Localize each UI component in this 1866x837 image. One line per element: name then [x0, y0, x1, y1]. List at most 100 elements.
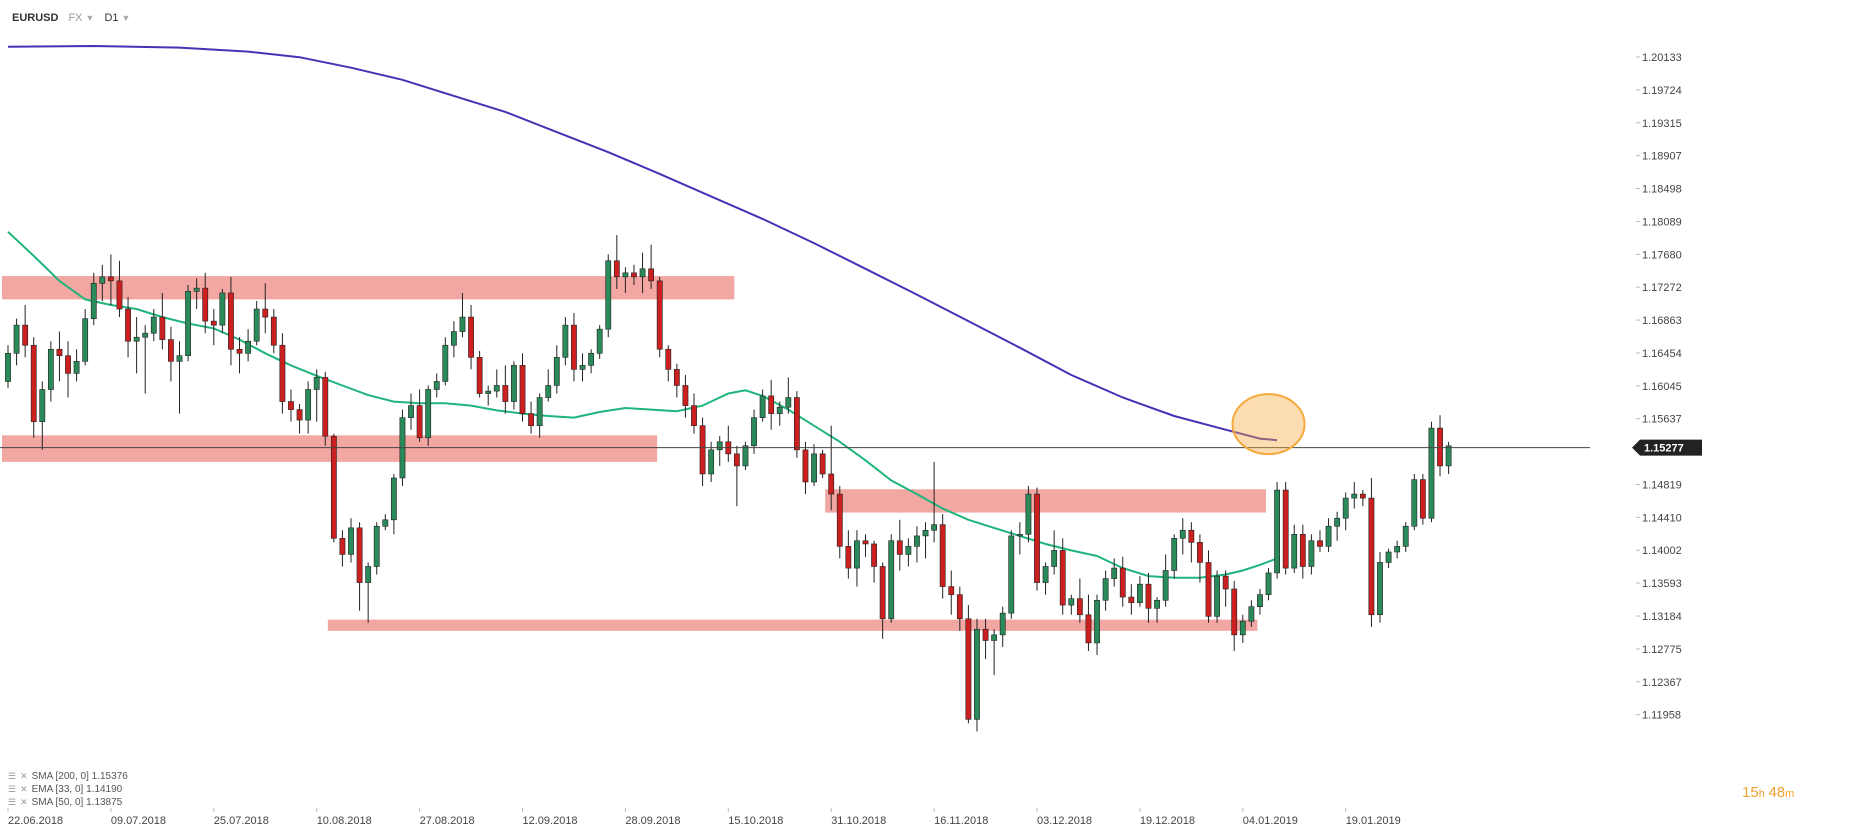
candle-body: [133, 336, 140, 342]
candle-body: [536, 397, 543, 426]
candle-body: [245, 340, 251, 354]
overlay-layer: 1.15277: [0, 393, 1702, 456]
market-dropdown[interactable]: FX ▼: [68, 12, 94, 24]
symbol-label[interactable]: EURUSD: [12, 12, 59, 24]
candle: [588, 349, 594, 374]
legend-ema33[interactable]: ☰ ✕ EMA [33, 0] 1.14190: [8, 783, 128, 796]
candle: [262, 283, 269, 334]
candle-body: [948, 586, 955, 595]
candle: [819, 449, 826, 478]
x-tick-label: 27.08.2018: [420, 815, 475, 827]
candle: [382, 514, 389, 531]
candle-body: [1419, 479, 1426, 519]
candle: [691, 393, 697, 434]
candle-body: [108, 276, 114, 282]
candle-body: [322, 377, 329, 437]
menu-icon: ☰: [8, 784, 17, 794]
candle: [219, 288, 226, 334]
candle-body: [433, 381, 440, 390]
candle: [1197, 534, 1203, 583]
candle-body: [982, 628, 989, 641]
candle-body: [836, 493, 843, 547]
candle: [879, 562, 886, 639]
candle: [1402, 522, 1409, 552]
candle-body: [1188, 529, 1195, 543]
candle: [759, 389, 766, 422]
candle-body: [819, 453, 826, 475]
candle: [1214, 570, 1220, 623]
candle-body: [1308, 540, 1315, 567]
candle-body: [776, 406, 783, 414]
candle: [811, 444, 817, 487]
candle-body: [1008, 535, 1015, 614]
x-tick-label: 31.10.2018: [831, 815, 886, 827]
candle: [1111, 558, 1118, 587]
candle-body: [65, 355, 71, 374]
legend-sma200[interactable]: ☰ ✕ SMA [200, 0] 1.15376: [8, 770, 128, 783]
candle-body: [1016, 533, 1023, 537]
close-icon[interactable]: ✕: [20, 771, 28, 781]
candle-body: [1025, 493, 1032, 535]
candle: [571, 313, 577, 382]
candle-body: [862, 540, 869, 545]
y-tick-label: 1.13593: [1642, 578, 1682, 590]
candle-body: [408, 405, 414, 418]
candle: [47, 341, 54, 402]
y-tick-label: 1.19724: [1642, 85, 1682, 97]
candle-body: [1342, 497, 1349, 519]
candle: [82, 309, 89, 366]
candle: [228, 276, 234, 366]
candle: [1445, 441, 1452, 474]
candle-body: [1214, 575, 1220, 617]
candle: [279, 333, 286, 414]
candle: [699, 417, 706, 487]
candle-body: [1222, 575, 1229, 590]
candle-body: [588, 352, 594, 366]
candle: [202, 272, 209, 334]
candle: [330, 433, 337, 543]
y-tick-label: 1.12367: [1642, 677, 1682, 689]
current-price-tag: [1632, 439, 1702, 456]
candle-body: [699, 425, 706, 475]
x-tick-label: 04.01.2019: [1243, 815, 1298, 827]
close-icon[interactable]: ✕: [20, 797, 28, 807]
candle: [1265, 568, 1272, 601]
timeframe-label: D1: [104, 12, 119, 24]
candle: [1008, 530, 1015, 619]
candle: [142, 325, 149, 394]
candle: [733, 445, 740, 507]
y-tick-label: 1.13184: [1642, 611, 1682, 623]
candle-body: [1248, 606, 1255, 622]
timeframe-dropdown[interactable]: D1 ▼: [104, 12, 130, 24]
highlight-circle: [1231, 393, 1306, 456]
candle-body: [896, 540, 903, 555]
current-price-label: 1.15277: [1644, 443, 1684, 455]
candle: [1042, 562, 1049, 595]
close-icon[interactable]: ✕: [20, 784, 28, 794]
candle-body: [459, 316, 466, 332]
candle-body: [262, 308, 269, 318]
legend-sma50[interactable]: ☰ ✕ SMA [50, 0] 1.13875: [8, 796, 128, 809]
candle-body: [1179, 529, 1186, 539]
legend-label: SMA [50, 0] 1.13875: [31, 797, 123, 808]
legend-label: SMA [200, 0] 1.15376: [31, 771, 128, 782]
candle-body: [22, 324, 29, 346]
candle: [888, 534, 895, 623]
candle: [1094, 594, 1100, 655]
candle: [1239, 614, 1246, 643]
candle-body: [562, 324, 569, 358]
candle-body: [914, 535, 920, 547]
candle: [468, 305, 474, 370]
candle: [793, 391, 800, 458]
x-tick-label: 25.07.2018: [214, 815, 269, 827]
candle: [313, 369, 320, 422]
candle: [596, 325, 603, 359]
candle: [776, 401, 783, 426]
candle: [939, 514, 946, 599]
candle: [1411, 473, 1418, 531]
candle-body: [313, 377, 320, 390]
candle-body: [1171, 538, 1178, 571]
candle-body: [116, 280, 123, 310]
candle: [1394, 540, 1401, 559]
